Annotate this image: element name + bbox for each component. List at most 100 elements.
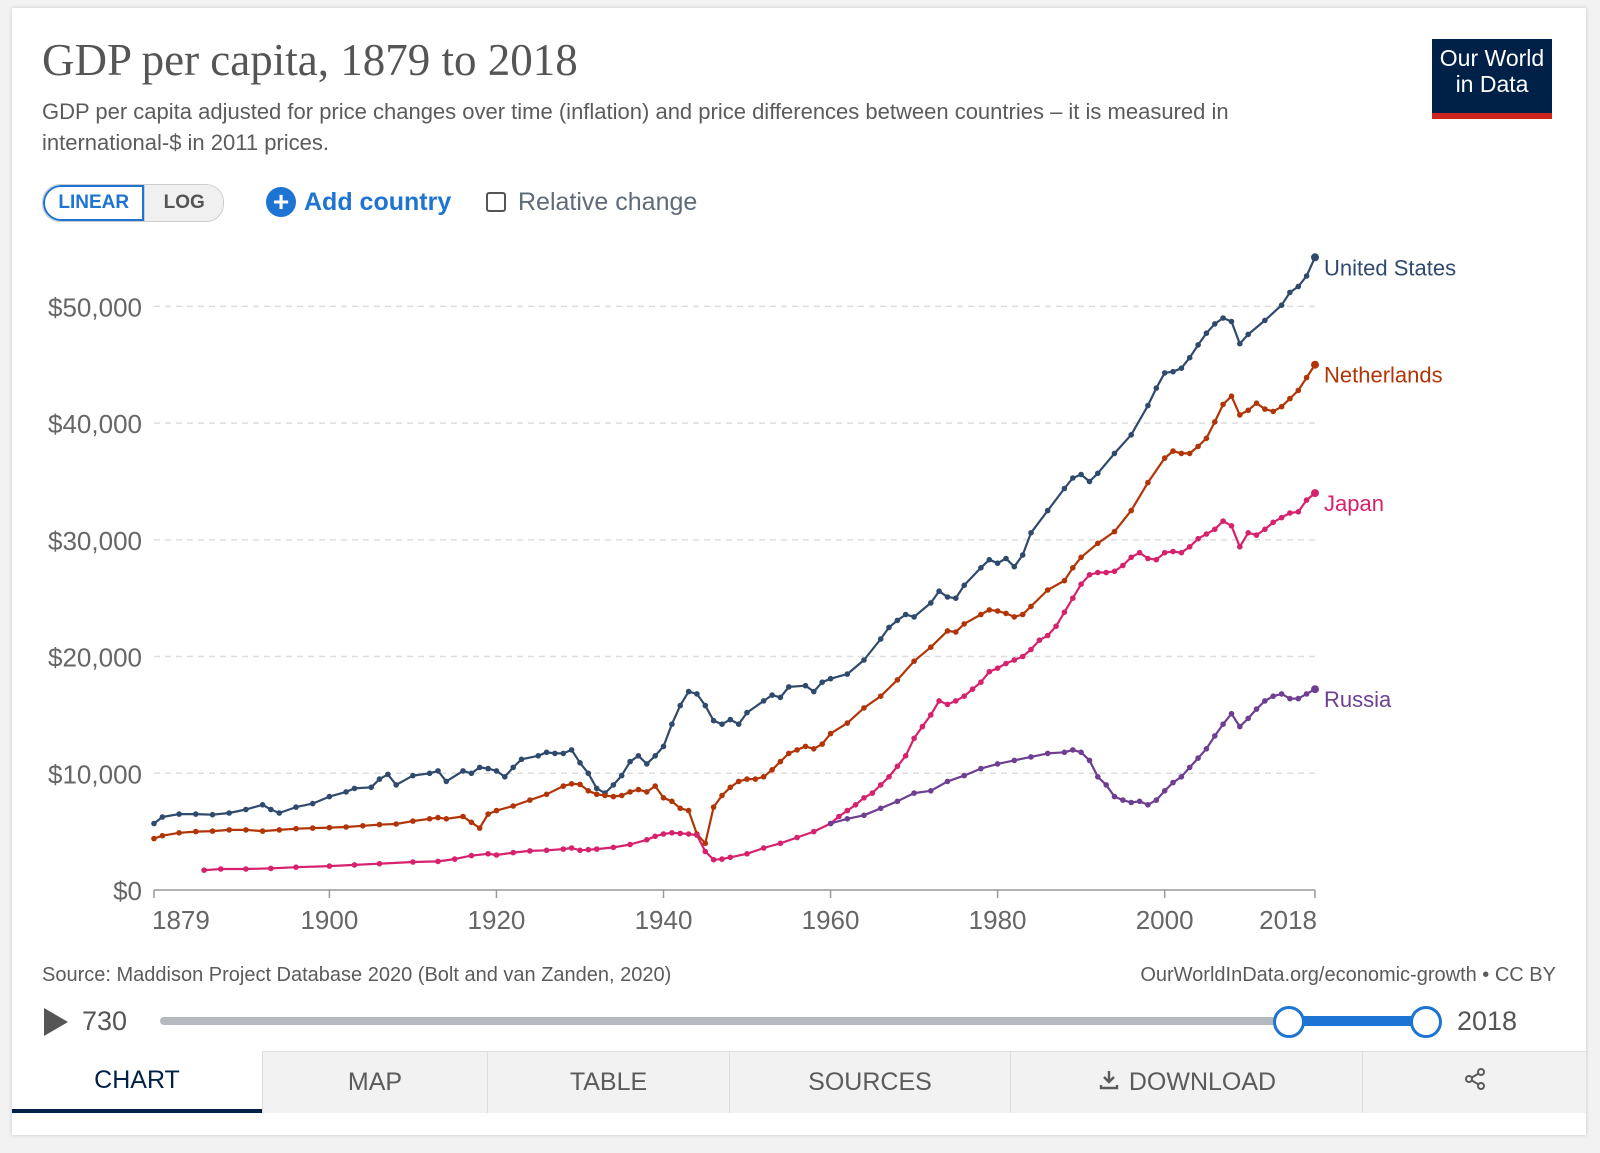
data-point[interactable] [819, 679, 825, 685]
data-point[interactable] [1078, 471, 1084, 478]
data-point[interactable] [986, 668, 993, 675]
data-point[interactable] [911, 735, 917, 742]
data-point[interactable] [1145, 479, 1151, 486]
tab-table[interactable]: TABLE [487, 1051, 729, 1113]
data-point[interactable] [276, 810, 283, 816]
data-point[interactable] [1245, 530, 1251, 536]
data-point[interactable] [610, 844, 617, 851]
data-point[interactable] [986, 556, 993, 563]
data-point[interactable] [986, 607, 993, 613]
data-point[interactable] [719, 721, 725, 727]
data-point[interactable] [652, 753, 658, 759]
series-line[interactable] [153, 364, 1316, 845]
data-point[interactable] [151, 835, 157, 842]
data-point[interactable] [385, 771, 391, 778]
data-point[interactable] [1295, 387, 1302, 394]
data-point[interactable] [827, 675, 834, 682]
data-point[interactable] [1237, 412, 1243, 418]
data-point[interactable] [752, 776, 759, 782]
data-point[interactable] [1178, 365, 1185, 372]
data-point[interactable] [769, 692, 775, 698]
data-point[interactable] [1262, 526, 1268, 533]
data-point[interactable] [543, 749, 550, 756]
timeline-track[interactable] [160, 1017, 1430, 1025]
data-point[interactable] [510, 764, 516, 771]
data-point[interactable] [1070, 565, 1076, 571]
data-point[interactable] [1136, 798, 1143, 805]
data-point[interactable] [627, 758, 633, 765]
data-point[interactable] [936, 588, 942, 594]
data-point[interactable] [443, 778, 450, 785]
data-point[interactable] [994, 608, 1001, 614]
data-point[interactable] [193, 828, 199, 835]
series-label[interactable]: Netherlands [1324, 363, 1443, 388]
data-point[interactable] [1153, 385, 1160, 391]
data-point[interactable] [259, 828, 266, 834]
data-point[interactable] [928, 788, 934, 794]
data-point[interactable] [1178, 774, 1185, 780]
data-point[interactable] [994, 761, 1001, 767]
data-point[interactable] [577, 760, 583, 766]
data-point[interactable] [894, 617, 901, 624]
data-point[interactable] [702, 848, 709, 855]
data-point[interactable] [1128, 432, 1134, 438]
data-point[interactable] [1220, 721, 1226, 727]
data-point[interactable] [552, 750, 558, 757]
data-point[interactable] [928, 644, 934, 650]
data-point[interactable] [1212, 419, 1218, 425]
data-point[interactable] [326, 793, 333, 800]
data-point[interactable] [1070, 475, 1076, 481]
data-point[interactable] [535, 753, 541, 759]
series-label[interactable]: Japan [1324, 491, 1384, 516]
data-point[interactable] [293, 825, 299, 832]
data-point[interactable] [1237, 723, 1243, 730]
series-label[interactable]: Russia [1324, 687, 1392, 712]
data-point[interactable] [510, 849, 516, 856]
data-point[interactable] [953, 595, 959, 601]
data-point[interactable] [1245, 407, 1251, 414]
data-point[interactable] [618, 792, 625, 799]
relative-change-toggle[interactable]: Relative change [486, 184, 697, 220]
data-point[interactable] [518, 756, 525, 763]
data-point[interactable] [1278, 514, 1285, 521]
data-point[interactable] [510, 803, 516, 809]
data-point[interactable] [877, 636, 884, 642]
data-point[interactable] [961, 582, 967, 589]
data-point[interactable] [502, 774, 508, 780]
data-point[interactable] [844, 720, 851, 726]
data-point[interactable] [1044, 750, 1051, 757]
data-point[interactable] [1186, 764, 1193, 771]
data-point[interactable] [660, 743, 667, 750]
data-point[interactable] [911, 790, 917, 796]
data-point[interactable] [969, 686, 976, 692]
data-point[interactable] [410, 772, 416, 779]
data-point[interactable] [902, 753, 909, 759]
data-point[interactable] [176, 830, 182, 836]
data-point[interactable] [811, 688, 817, 695]
data-point[interactable] [1178, 450, 1185, 457]
data-point[interactable] [1303, 497, 1310, 503]
data-point[interactable] [1262, 317, 1268, 324]
data-point[interactable] [1228, 710, 1235, 717]
data-point[interactable] [744, 851, 750, 857]
data-point[interactable] [1237, 544, 1243, 550]
data-point[interactable] [209, 811, 216, 818]
data-point[interactable] [259, 802, 266, 808]
data-point[interactable] [1111, 528, 1118, 535]
data-point[interactable] [1145, 555, 1151, 562]
data-point[interactable] [869, 790, 876, 796]
data-point[interactable] [485, 765, 491, 772]
data-point[interactable] [861, 812, 867, 819]
data-point[interactable] [861, 705, 867, 711]
data-point[interactable] [635, 786, 642, 793]
data-point[interactable] [577, 781, 583, 788]
data-point[interactable] [435, 858, 441, 865]
data-point[interactable] [293, 804, 299, 810]
data-point[interactable] [944, 778, 951, 785]
data-point[interactable] [368, 784, 375, 791]
data-point[interactable] [794, 834, 800, 841]
data-point[interactable] [326, 863, 333, 869]
data-point[interactable] [660, 831, 667, 837]
data-point[interactable] [268, 806, 274, 813]
data-point[interactable] [309, 825, 316, 831]
